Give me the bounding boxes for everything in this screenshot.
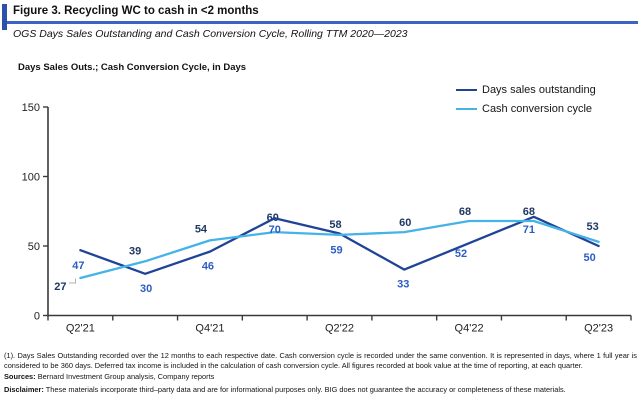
y-tick-label-50: 50 <box>28 241 40 253</box>
data-label-dso-Q3'21: 30 <box>140 283 152 295</box>
disclaimer-text: These materials incorporate third–party … <box>43 385 566 395</box>
data-label-dso-Q1'23: 71 <box>523 224 535 236</box>
y-tick-label-100: 100 <box>22 172 40 184</box>
data-label-dso-Q2'23: 50 <box>583 252 595 264</box>
disclaimer-label: Disclaimer: <box>4 385 44 395</box>
line-chart: 0 50 100 150 Q2'21 Q4'21 Q2'22 Q4'22 Q2'23 27 39 54… <box>22 102 632 335</box>
data-label-ccc-Q3'22: 60 <box>399 217 411 229</box>
dso-line-swatch-icon <box>456 88 477 92</box>
figure-title: Figure 3. Recycling WC to cash in <2 mon… <box>13 5 259 17</box>
footnotes: (1). Days Sales Outstanding recorded ove… <box>4 351 637 395</box>
data-label-ccc-Q2'22: 58 <box>329 219 341 231</box>
header-accent-bar <box>2 4 7 30</box>
legend-item-days-sales-outstanding: Days sales outstanding <box>456 84 596 96</box>
data-label-ccc-Q4'21: 54 <box>195 223 208 235</box>
data-label-dso-Q2'22: 59 <box>330 244 342 256</box>
data-label-ccc-Q2'21: 27 <box>54 281 66 293</box>
x-tick-label-Q4'22: Q4'22 <box>455 323 484 335</box>
axis-caption: Days Sales Outs.; Cash Conversion Cycle,… <box>18 62 247 73</box>
data-label-ccc-Q3'21: 39 <box>129 245 141 257</box>
x-tick-label-Q2'21: Q2'21 <box>66 323 95 335</box>
sources-text: Bernard Investment Group analysis, Compa… <box>35 371 215 381</box>
x-tick-label-Q4'21: Q4'21 <box>195 323 224 335</box>
y-tick-label-0: 0 <box>34 311 40 323</box>
data-label-dso-Q3'22: 33 <box>397 279 409 291</box>
chart-legend: Days sales outstanding Cash conversion c… <box>456 84 596 122</box>
sources-line: Sources: Bernard Investment Group analys… <box>4 372 637 382</box>
data-label-dso-Q1'22: 70 <box>269 224 281 236</box>
x-tick-label-Q2'23: Q2'23 <box>584 323 613 335</box>
sources-label: Sources: <box>4 371 36 381</box>
data-label-dso-Q4'22: 52 <box>455 248 467 260</box>
data-label-ccc-Q4'22: 68 <box>459 206 471 218</box>
dso-line <box>79 215 600 275</box>
y-tick-label-150: 150 <box>22 102 40 114</box>
data-label-ccc-Q2'23: 53 <box>586 221 598 233</box>
header-rule <box>7 21 638 24</box>
label-leader-line <box>69 278 76 284</box>
ccc-line-swatch-icon <box>456 107 477 111</box>
data-label-ccc-Q1'23: 68 <box>523 206 535 218</box>
x-tick-label-Q2'22: Q2'22 <box>325 323 354 335</box>
ccc-line <box>79 219 600 280</box>
legend-item-cash-conversion-cycle: Cash conversion cycle <box>456 103 596 115</box>
figure-subtitle: OGS Days Sales Outstanding and Cash Conv… <box>13 28 408 40</box>
disclaimer-line: Disclaimer: These materials incorporate … <box>4 385 637 395</box>
data-label-dso-Q4'21: 46 <box>202 261 214 273</box>
footnote-1: (1). Days Sales Outstanding recorded ove… <box>4 351 637 370</box>
data-label-dso-Q2'21: 47 <box>72 260 84 272</box>
legend-label-dso: Days sales outstanding <box>482 84 596 96</box>
legend-label-ccc: Cash conversion cycle <box>482 103 593 115</box>
